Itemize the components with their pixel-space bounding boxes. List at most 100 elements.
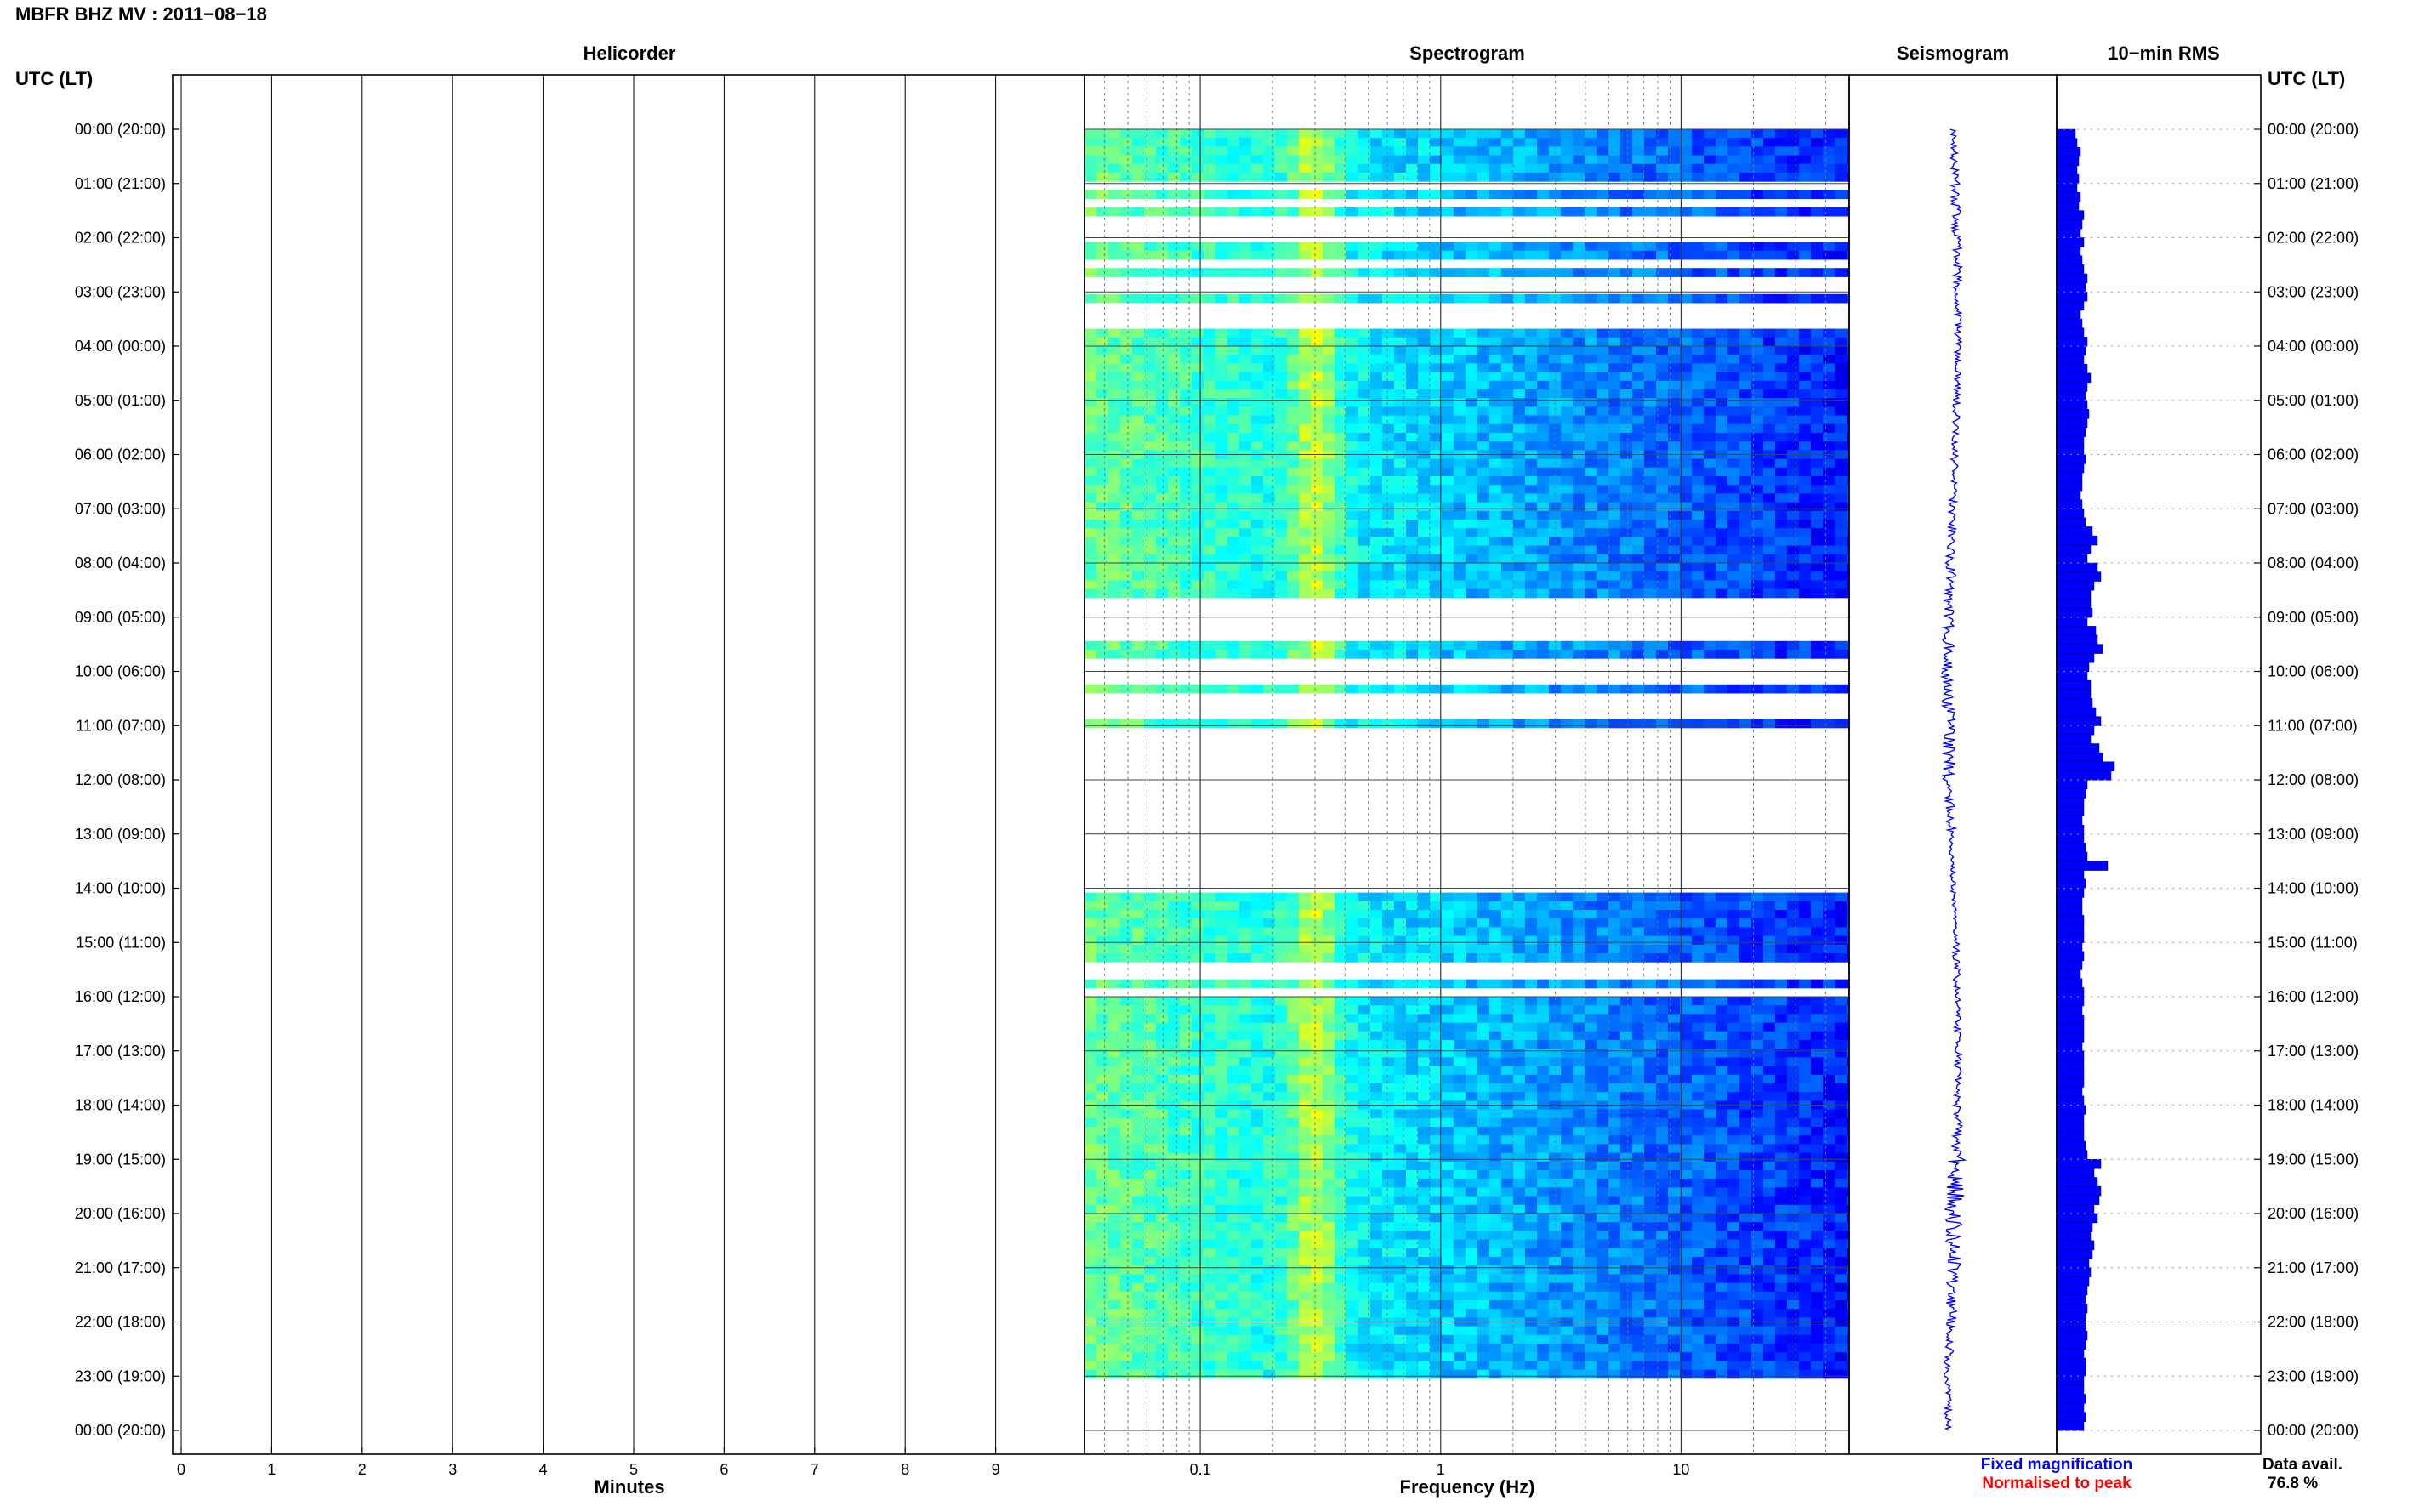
spectrogram-cell <box>1370 1144 1383 1154</box>
spectrogram-cell <box>1561 1144 1574 1154</box>
spectrogram-cell <box>1608 1031 1621 1041</box>
spectrogram-cell <box>1370 640 1383 651</box>
spectrogram-cell <box>1585 979 1597 989</box>
spectrogram-cell <box>1299 129 1312 139</box>
spectrogram-cell <box>1168 415 1181 425</box>
spectrogram-cell <box>1739 510 1752 520</box>
spectrogram-cell <box>1644 997 1657 1006</box>
spectrogram-cell <box>1477 892 1490 902</box>
spectrogram-cell <box>1608 1083 1621 1093</box>
spectrogram-cell <box>1335 441 1347 451</box>
spectrogram-cell <box>1775 190 1788 200</box>
spectrogram-cell <box>1239 554 1252 564</box>
spectrogram-cell <box>1549 293 1562 304</box>
spectrogram-cell <box>1275 650 1288 659</box>
spectrogram-cell <box>1620 918 1633 928</box>
spectrogram-cell <box>1716 1092 1728 1101</box>
spectrogram-cell <box>1787 155 1800 165</box>
spectrogram-cell <box>1168 927 1181 937</box>
spectrogram-cell <box>1323 406 1335 417</box>
spectrogram-cell <box>1501 1083 1514 1093</box>
spectrogram-cell <box>1275 406 1288 417</box>
spectrogram-cell <box>1192 163 1204 173</box>
spectrogram-cell <box>1537 346 1550 355</box>
spectrogram-cell <box>1787 346 1800 355</box>
spectrogram-cell <box>1787 571 1800 581</box>
spectrogram-cell <box>1335 901 1347 911</box>
spectrogram-cell <box>1299 146 1312 156</box>
spectrogram-cell <box>1430 1083 1443 1093</box>
spectrogram-cell <box>1358 580 1371 590</box>
spectrogram-cell <box>1406 155 1419 165</box>
spectrogram-cell <box>1787 545 1800 555</box>
spectrogram-cell <box>1418 944 1431 954</box>
spectrogram-cell <box>1168 1092 1181 1101</box>
spectrogram-cell <box>1549 901 1562 911</box>
spectrogram-cell <box>1847 1057 1849 1067</box>
spectrogram-cell <box>1787 580 1800 590</box>
spectrogram-cell <box>1096 173 1109 182</box>
spectrogram-cell <box>1180 423 1192 434</box>
spectrogram-cell <box>1156 935 1169 946</box>
spectrogram-cell <box>1585 650 1597 659</box>
spectrogram-cell <box>1084 1005 1097 1015</box>
spectrogram-cell <box>1799 406 1812 417</box>
spectrogram-cell <box>1227 918 1240 928</box>
spectrogram-cell <box>1442 1066 1454 1076</box>
spectrogram-cell <box>1823 910 1836 919</box>
spectrogram-cell <box>1608 155 1621 165</box>
spectrogram-cell <box>1168 1152 1181 1162</box>
spectrogram-cell <box>1573 918 1585 928</box>
spectrogram-cell <box>1454 493 1466 503</box>
spectrogram-cell <box>1251 944 1264 954</box>
spectrogram-cell <box>1406 190 1419 200</box>
spectrogram-cell <box>1632 1144 1645 1154</box>
spectrogram-cell <box>1275 1057 1288 1067</box>
spectrogram-cell <box>1299 580 1312 590</box>
spectrogram-cell <box>1156 346 1169 355</box>
spectrogram-cell <box>1311 423 1323 434</box>
spectrogram-cell <box>1525 1022 1538 1032</box>
spectrogram-cell <box>1204 146 1216 156</box>
spectrogram-cell <box>1835 1144 1847 1154</box>
spectrogram-cell <box>1823 640 1836 651</box>
spectrogram-cell <box>1346 476 1359 486</box>
spectrogram-cell <box>1096 580 1109 590</box>
spectrogram-cell <box>1668 493 1681 503</box>
spectrogram-cell <box>1775 1144 1788 1154</box>
spectrogram-cell <box>1204 207 1216 217</box>
spectrogram-cell <box>1704 1127 1716 1136</box>
spectrogram-cell <box>1537 1014 1550 1024</box>
spectrogram-cell <box>1692 242 1705 252</box>
spectrogram-cell <box>1239 979 1252 989</box>
spectrogram-cell <box>1847 467 1849 477</box>
spectrogram-cell <box>1680 1074 1693 1084</box>
spectrogram-cell <box>1263 337 1276 347</box>
spectrogram-cell <box>1394 268 1407 277</box>
spectrogram-cell <box>1096 935 1109 946</box>
spectrogram-cell <box>1477 337 1490 347</box>
spectrogram-cell <box>1466 1031 1478 1041</box>
spectrogram-cell <box>1489 406 1502 417</box>
spectrogram-cell <box>1382 1022 1395 1032</box>
spectrogram-cell <box>1335 355 1347 364</box>
spectrogram-cell <box>1727 1040 1740 1049</box>
spectrogram-cell <box>1180 1066 1192 1076</box>
spectrogram-cell <box>1227 588 1240 599</box>
spectrogram-cell <box>1608 910 1621 919</box>
spectrogram-cell <box>1835 415 1847 425</box>
spectrogram-cell <box>1180 554 1192 564</box>
spectrogram-cell <box>1727 173 1740 182</box>
spectrogram-cell <box>1275 1092 1288 1101</box>
spectrogram-cell <box>1454 372 1466 382</box>
spectrogram-cell <box>1215 293 1228 304</box>
spectrogram-cell <box>1299 155 1312 165</box>
spectrogram-cell <box>1835 129 1847 139</box>
spectrogram-cell <box>1192 346 1204 355</box>
spectrogram-cell <box>1084 129 1097 139</box>
spectrogram-cell <box>1096 355 1109 364</box>
spectrogram-cell <box>1573 1092 1585 1101</box>
spectrogram-cell <box>1680 467 1693 477</box>
spectrogram-cell <box>1156 242 1169 252</box>
spectrogram-cell <box>1823 406 1836 417</box>
